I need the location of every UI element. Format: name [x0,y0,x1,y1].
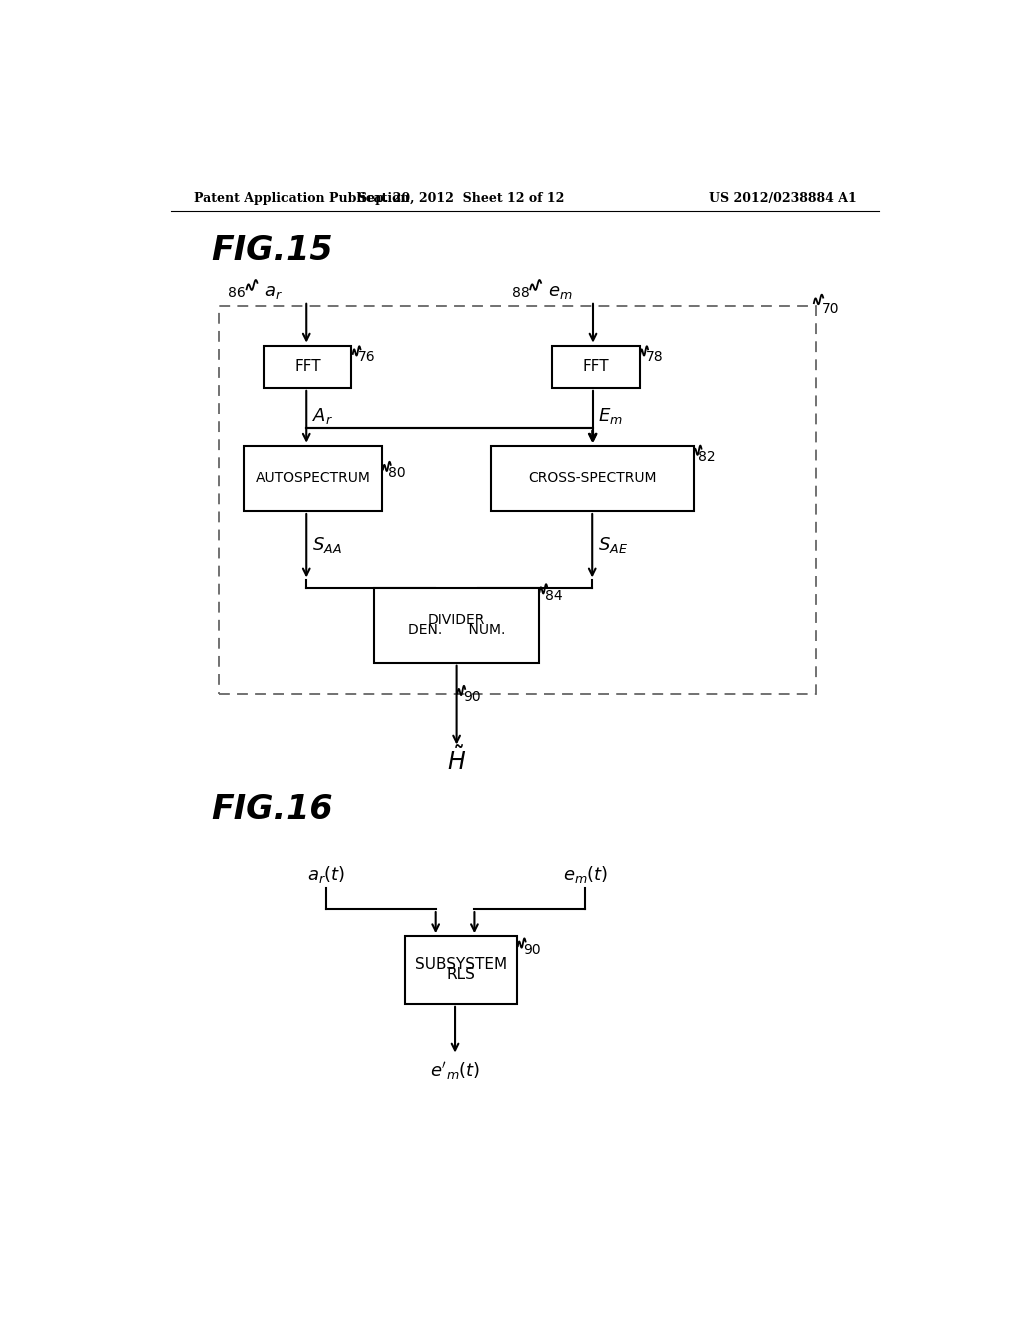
Bar [219,306,816,693]
Text: Sep. 20, 2012  Sheet 12 of 12: Sep. 20, 2012 Sheet 12 of 12 [358,191,564,205]
Text: $\tilde{H}$: $\tilde{H}$ [447,746,466,775]
Text: FFT: FFT [294,359,321,374]
Text: Patent Application Publication: Patent Application Publication [194,191,410,205]
Text: 82: 82 [698,450,716,465]
Text: DEN.      NUM.: DEN. NUM. [408,623,505,638]
Text: FIG.16: FIG.16 [212,792,334,825]
Text: $e_m(t)$: $e_m(t)$ [562,865,608,884]
Text: 90: 90 [463,690,480,705]
Text: $a_r(t)$: $a_r(t)$ [306,865,345,884]
Bar [263,346,351,388]
Text: 76: 76 [358,350,376,364]
Text: 84: 84 [545,589,562,603]
Text: $S_{AE}$: $S_{AE}$ [598,535,629,554]
Text: AUTOSPECTRUM: AUTOSPECTRUM [256,471,371,486]
Text: US 2012/0238884 A1: US 2012/0238884 A1 [709,191,856,205]
Text: $E_m$: $E_m$ [598,405,624,425]
Bar [245,446,382,511]
Text: 90: 90 [523,942,541,957]
Text: 88: 88 [512,286,529,300]
Text: DIVIDER: DIVIDER [428,614,485,627]
Text: 86: 86 [228,286,246,300]
Text: RLS: RLS [446,968,476,982]
Text: FIG.15: FIG.15 [212,235,334,268]
Bar [490,446,693,511]
Text: SUBSYSTEM: SUBSYSTEM [415,957,507,973]
Text: 70: 70 [821,301,839,315]
Text: 78: 78 [646,350,664,364]
Bar [406,936,517,1003]
Text: $S_{AA}$: $S_{AA}$ [311,535,341,554]
Text: $e_m$: $e_m$ [548,282,572,301]
Text: FFT: FFT [583,359,609,374]
Text: CROSS-SPECTRUM: CROSS-SPECTRUM [528,471,656,486]
Bar [375,589,539,663]
Text: 80: 80 [388,466,407,479]
Text: $e'_m(t)$: $e'_m(t)$ [430,1060,480,1082]
Text: $a_r$: $a_r$ [263,282,283,301]
Text: $A_r$: $A_r$ [311,405,333,425]
Bar [552,346,640,388]
